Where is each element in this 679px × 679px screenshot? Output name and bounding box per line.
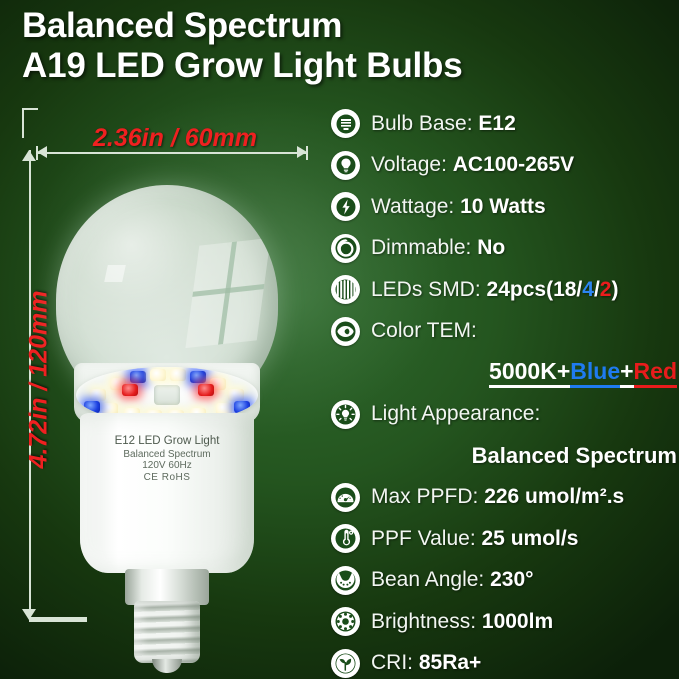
spec-row-bean-angle: Bean Angle: 230° bbox=[331, 560, 679, 602]
bulb-body: E12 LED Grow Light Balanced Spectrum 120… bbox=[80, 413, 254, 573]
spec-label-max-ppfd: Max PPFD: 226 umol/m².s bbox=[371, 485, 625, 509]
width-dimension-corner bbox=[22, 108, 38, 138]
title-line-2: A19 LED Grow Light Bulbs bbox=[22, 46, 463, 85]
highlight-spot bbox=[104, 265, 126, 282]
arrow-up-icon bbox=[22, 150, 36, 161]
spec-label-color-tem: Color TEM: bbox=[371, 319, 477, 343]
eye-color-icon bbox=[331, 316, 360, 346]
gauge-icon bbox=[331, 482, 360, 512]
led-blue bbox=[84, 401, 100, 413]
led-blue bbox=[130, 371, 146, 383]
height-dimension-line bbox=[29, 150, 31, 620]
bulb-label-line-4: CE RoHS bbox=[143, 472, 191, 484]
width-dimension-label: 2.36in / 60mm bbox=[93, 124, 257, 152]
spec-label-dimmable: Dimmable: No bbox=[371, 236, 506, 260]
led-board-center bbox=[154, 385, 180, 405]
color-tem-segment-red: Red bbox=[633, 358, 677, 388]
beam-angle-icon bbox=[331, 565, 360, 595]
led-white bbox=[90, 389, 106, 401]
led-white bbox=[170, 369, 186, 381]
width-dimension: 2.36in / 60mm bbox=[36, 124, 308, 166]
arrow-right-icon bbox=[297, 146, 307, 158]
spec-label-ppf-value: PPF Value: 25 umol/s bbox=[371, 526, 579, 550]
color-tem-segment-kelvin: 5000K+ bbox=[489, 358, 571, 388]
height-dimension: 4.72in / 120mm bbox=[18, 150, 87, 622]
spec-row-bulb-base: Bulb Base: E12 bbox=[331, 103, 679, 145]
thermometer-icon bbox=[331, 524, 360, 554]
spec-label-bean-angle: Bean Angle: 230° bbox=[371, 568, 534, 592]
led-red bbox=[122, 384, 138, 396]
led-blue bbox=[190, 371, 206, 383]
spec-row-color-tem-value: 5000K+ Blue + Red bbox=[331, 352, 679, 394]
dimmable-circle-icon bbox=[331, 233, 360, 263]
spec-row-ppf-value: PPF Value: 25 umol/s bbox=[331, 518, 679, 560]
spec-row-dimmable: Dimmable: No bbox=[331, 228, 679, 270]
spec-row-max-ppfd: Max PPFD: 226 umol/m².s bbox=[331, 477, 679, 519]
spec-row-brightness: Brightness: 1000lm bbox=[331, 601, 679, 643]
voltage-bulb-icon bbox=[331, 150, 360, 180]
title-line-1: Balanced Spectrum bbox=[22, 6, 342, 45]
bulb-base-icon bbox=[331, 109, 360, 139]
arrow-left-icon bbox=[37, 146, 47, 158]
bulb-cap bbox=[125, 569, 209, 605]
product-image-panel: 2.36in / 60mm 4.72in / 120mm bbox=[0, 95, 325, 679]
bulb-print-label: E12 LED Grow Light Balanced Spectrum 120… bbox=[80, 435, 254, 484]
spec-row-cri: CRI: 85Ra+ bbox=[331, 643, 679, 679]
spec-label-voltage: Voltage: AC100-265V bbox=[371, 153, 575, 177]
spec-label-leds-smd: LEDs SMD: 24pcs(18/4/2) bbox=[371, 277, 619, 301]
led-white bbox=[150, 369, 166, 381]
spec-row-wattage: Wattage: 10 Watts bbox=[331, 186, 679, 228]
arrow-down-icon bbox=[22, 609, 36, 620]
lightning-bolt-icon bbox=[331, 192, 360, 222]
radiant-bulb-icon bbox=[331, 399, 360, 429]
window-reflection bbox=[185, 237, 271, 349]
spec-label-cri: CRI: 85Ra+ bbox=[371, 651, 482, 675]
brightness-icon bbox=[331, 607, 360, 637]
spec-label-bulb-base: Bulb Base: E12 bbox=[371, 111, 516, 135]
leaf-icon bbox=[331, 648, 360, 678]
bulb-label-line-3: 120V 60Hz bbox=[142, 460, 192, 472]
color-tem-segment-plus: + bbox=[620, 358, 634, 388]
led-white bbox=[228, 389, 244, 401]
led-white bbox=[210, 378, 226, 390]
spec-row-leds-smd: LEDs SMD: 24pcs(18/4/2) bbox=[331, 269, 679, 311]
led-chip-icon bbox=[331, 275, 360, 305]
specification-list: Bulb Base: E12 Voltage: AC100-265V Watta… bbox=[331, 103, 679, 679]
color-tem-segment-blue: Blue bbox=[570, 358, 621, 388]
height-dimension-foot bbox=[29, 617, 87, 622]
spec-row-voltage: Voltage: AC100-265V bbox=[331, 145, 679, 187]
led-bulb-graphic: E12 LED Grow Light Balanced Spectrum 120… bbox=[46, 185, 286, 675]
spec-label-light-appearance: Light Appearance: bbox=[371, 402, 541, 426]
led-blue bbox=[234, 401, 250, 413]
page-title: Balanced Spectrum A19 LED Grow Light Bul… bbox=[22, 6, 662, 86]
spec-label-brightness: Brightness: 1000lm bbox=[371, 609, 554, 633]
bulb-label-line-2: Balanced Spectrum bbox=[123, 448, 211, 460]
light-appearance-value: Balanced Spectrum bbox=[471, 442, 677, 468]
led-red bbox=[198, 384, 214, 396]
bulb-label-line-1: E12 LED Grow Light bbox=[114, 435, 220, 447]
spec-row-light-appearance-value: Balanced Spectrum bbox=[331, 435, 679, 477]
e12-screw-base bbox=[134, 601, 200, 673]
spec-row-light-appearance: Light Appearance: bbox=[331, 394, 679, 436]
spec-row-color-tem: Color TEM: bbox=[331, 311, 679, 353]
led-white bbox=[216, 403, 232, 415]
spec-label-wattage: Wattage: 10 Watts bbox=[371, 194, 546, 218]
led-white bbox=[102, 403, 118, 415]
